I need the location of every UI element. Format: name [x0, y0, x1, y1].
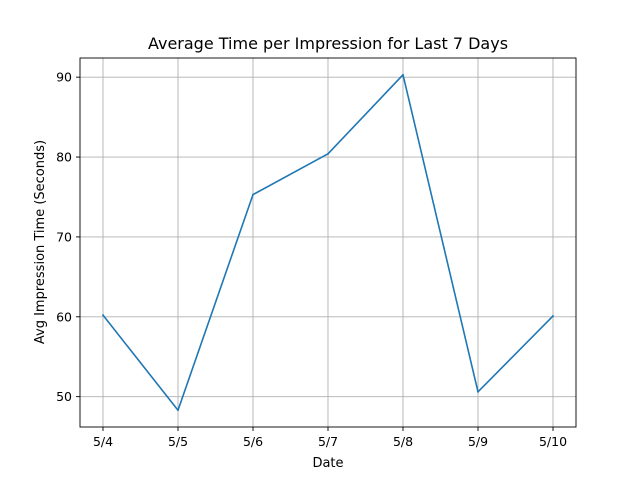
series-layer	[101, 73, 555, 412]
x-tick-label: 5/4	[93, 434, 113, 449]
y-tick-label: 90	[56, 70, 72, 85]
data-point	[252, 193, 254, 196]
y-tick-label: 60	[56, 309, 72, 324]
y-tick-label: 80	[56, 150, 72, 165]
y-tick-label: 70	[56, 229, 72, 244]
x-tick-label: 5/6	[243, 434, 263, 449]
data-point	[102, 314, 104, 317]
data-point	[402, 73, 404, 76]
x-axis-ticks: 5/4 5/5 5/6 5/7 5/8 5/9 5/10	[93, 427, 567, 449]
y-tick-label: 50	[56, 389, 72, 404]
x-tick-label: 5/8	[393, 434, 413, 449]
chart-title: Average Time per Impression for Last 7 D…	[148, 34, 508, 53]
data-point	[552, 315, 554, 317]
x-tick-label: 5/7	[318, 434, 338, 449]
y-gridlines	[80, 76, 576, 398]
x-tick-label: 5/5	[168, 434, 188, 449]
y-axis-label: Avg Impression Time (Seconds)	[33, 140, 48, 344]
x-axis-label: Date	[312, 456, 343, 471]
data-point	[327, 152, 329, 155]
x-gridlines	[102, 58, 554, 427]
x-tick-label: 5/10	[539, 434, 567, 449]
x-tick-label: 5/9	[468, 434, 488, 449]
data-point	[477, 390, 479, 393]
data-point	[177, 409, 179, 412]
y-axis-ticks: 50 60 70 80 90	[56, 70, 80, 404]
